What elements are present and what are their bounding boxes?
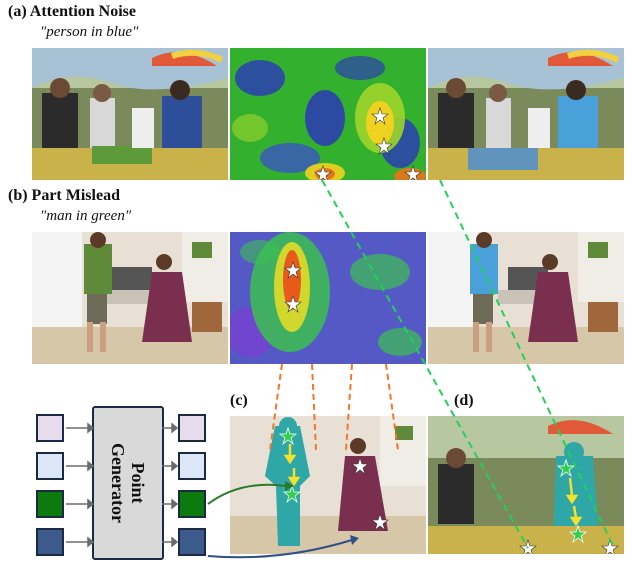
input-token-3 [36,490,64,518]
photo-market-original [32,48,228,180]
photo-room-masked [428,232,624,364]
input-token-1 [36,414,64,442]
point-generator-box: Point Generator [92,406,164,560]
star-marker-icon [314,107,422,180]
section-b-title: (b) Part Mislead [8,187,120,204]
panel-c-label: (c) [230,392,248,409]
section-a-query: ″person in blue″ [40,24,139,40]
heatmap-attention-noise [230,48,426,180]
photo-room-original [32,232,228,364]
section-b-query: ″man in green″ [40,208,132,224]
output-token-1 [178,414,206,442]
output-token-2 [178,452,206,480]
star-marker-icon [284,261,302,313]
section-a-title: (a) Attention Noise [8,3,136,20]
input-token-2 [36,452,64,480]
output-token-3 [178,490,206,518]
heatmap-part-mislead [230,232,426,364]
input-token-4 [36,528,64,556]
panel-d-label: (d) [454,392,474,409]
output-token-4 [178,528,206,556]
arrow-right-icon [285,481,294,491]
star-marker-icon [278,426,302,504]
photo-market-points [428,416,624,554]
photo-market-masked [428,48,624,180]
